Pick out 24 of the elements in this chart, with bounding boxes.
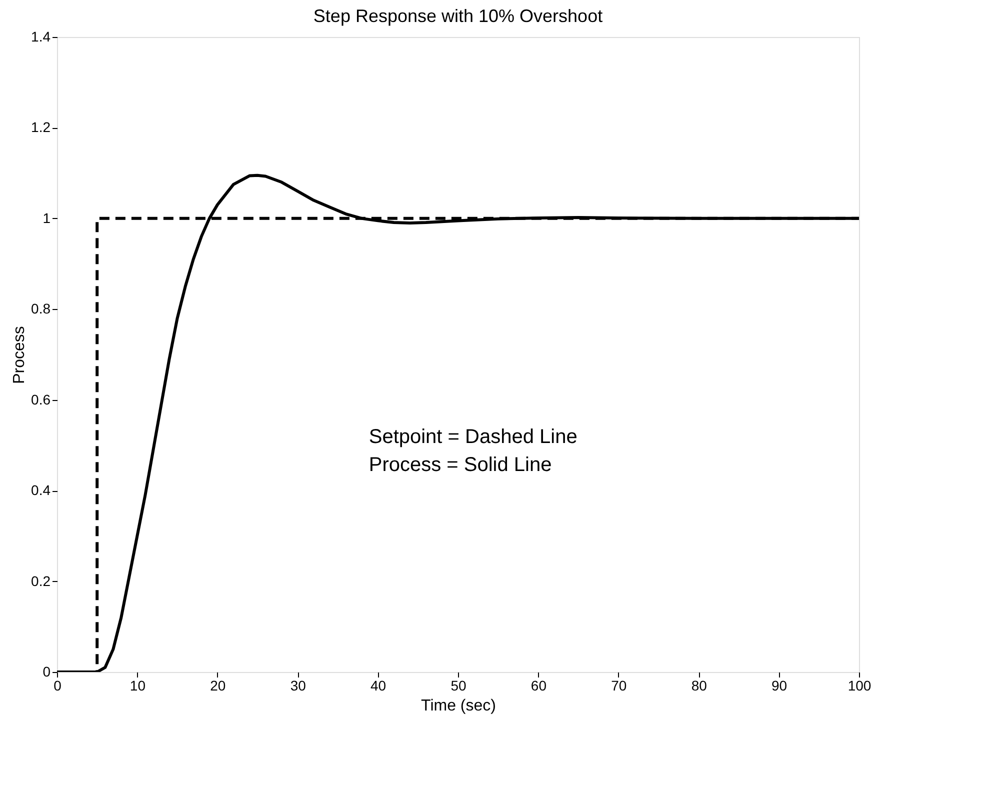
x-tick-label: 50 (450, 678, 466, 694)
x-tick-label: 70 (611, 678, 627, 694)
y-tick-label: 1.2 (31, 119, 51, 136)
x-tick-label: 30 (290, 678, 306, 694)
y-tick-label: 0.8 (31, 300, 51, 317)
y-tick-label: 0.2 (31, 572, 51, 589)
y-tick-label: 0.6 (31, 391, 51, 408)
x-tick-label: 60 (530, 678, 547, 694)
chart-title: Step Response with 10% Overshoot (313, 6, 603, 26)
x-tick-label: 90 (772, 678, 788, 694)
x-tick-label: 100 (848, 678, 872, 694)
annotation: Process = Solid Line (368, 454, 552, 476)
x-tick-label: 10 (130, 678, 146, 694)
x-axis-title: Time (sec) (421, 698, 496, 714)
x-tick-label: 20 (210, 678, 226, 694)
y-axis-title: Process (11, 326, 28, 384)
y-tick-label: 1.4 (31, 28, 51, 44)
y-tick-label: 1 (42, 210, 51, 226)
x-tick-label: 80 (691, 678, 708, 694)
x-tick-label: 0 (54, 678, 62, 694)
x-tick-label: 40 (370, 678, 386, 694)
y-tick-label: 0.4 (31, 482, 51, 498)
y-tick-label: 0 (42, 664, 51, 680)
annotation: Setpoint = Dashed Line (368, 426, 578, 448)
